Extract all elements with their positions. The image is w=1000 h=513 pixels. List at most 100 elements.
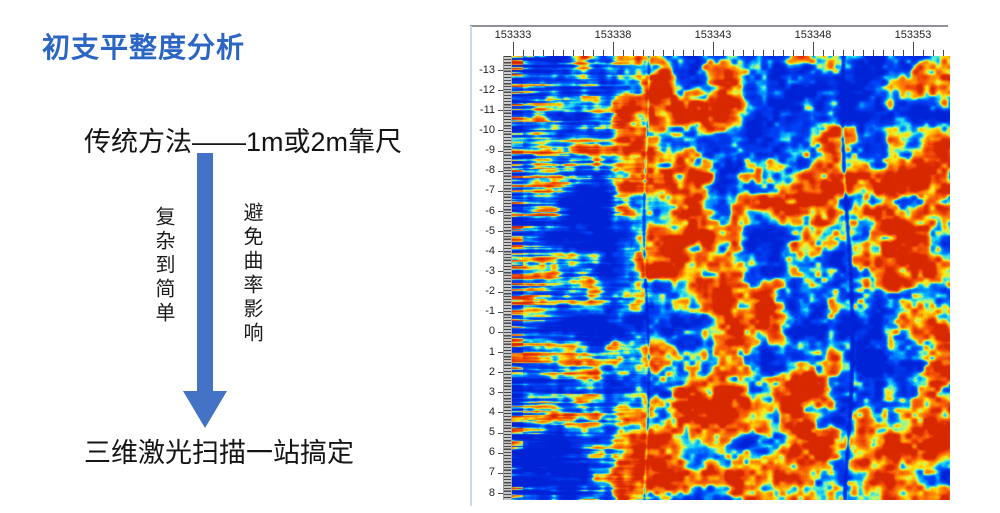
y-tick-label: 2	[488, 365, 495, 378]
y-tick-label: 4	[488, 405, 495, 418]
y-tick	[498, 331, 505, 333]
x-tick-minor	[783, 50, 784, 56]
y-tick	[498, 271, 505, 273]
x-tick-minor	[743, 50, 744, 56]
x-tick-minor	[843, 50, 844, 56]
y-tick-label: -4	[485, 244, 495, 257]
x-tick-minor	[723, 50, 724, 56]
x-tick-minor	[923, 50, 924, 56]
x-tick-minor	[693, 50, 694, 56]
x-tick-minor	[773, 50, 774, 56]
x-tick-minor	[633, 50, 634, 56]
y-tick-label: -9	[485, 144, 495, 157]
x-tick-minor	[703, 50, 704, 56]
y-tick	[498, 231, 505, 233]
heatmap-canvas	[512, 56, 950, 500]
y-tick	[498, 311, 505, 313]
y-tick	[498, 130, 505, 132]
x-tick-minor	[593, 50, 594, 56]
x-tick-minor	[883, 50, 884, 56]
x-tick-minor	[553, 50, 554, 56]
x-tick-minor	[673, 50, 674, 56]
y-tick-label: 1	[488, 345, 495, 358]
y-tick-label: -8	[485, 164, 495, 177]
y-tick	[498, 90, 505, 92]
y-tick	[498, 150, 505, 152]
x-tick-label: 153333	[494, 29, 532, 41]
x-tick-major	[513, 42, 514, 56]
x-tick-minor	[543, 50, 544, 56]
y-tick-label: 8	[488, 486, 495, 499]
x-tick-minor	[793, 50, 794, 56]
y-tick-label: -12	[479, 83, 495, 96]
y-tick-label: -11	[479, 103, 495, 116]
traditional-method-text: 传统方法——1m或2m靠尺	[84, 127, 403, 157]
x-tick-label: 153338	[594, 29, 632, 41]
y-tick-label: -6	[485, 204, 495, 217]
x-tick-minor	[533, 50, 534, 56]
x-tick-minor	[663, 50, 664, 56]
y-tick-label: -13	[479, 63, 495, 76]
y-tick-label: 6	[488, 446, 495, 459]
x-tick-major	[713, 42, 714, 56]
y-tick	[498, 251, 505, 253]
ruler-strip	[503, 56, 512, 500]
x-tick-minor	[893, 50, 894, 56]
x-tick-minor	[683, 50, 684, 56]
x-tick-minor	[653, 50, 654, 56]
y-tick	[498, 372, 505, 374]
panel-left-border	[470, 26, 472, 506]
y-tick	[498, 190, 505, 192]
x-tick-minor	[623, 50, 624, 56]
flatness-heatmap-panel: 153333 153338 153343 153348 153353 -13 -12 -11…	[470, 25, 1000, 513]
panel-top-border	[470, 25, 948, 27]
x-tick-minor	[603, 50, 604, 56]
y-tick	[498, 472, 505, 474]
x-tick-minor	[873, 50, 874, 56]
y-tick-label: 7	[488, 466, 495, 479]
y-tick-label: -2	[485, 285, 495, 298]
y-tick	[498, 452, 505, 454]
slide-title: 初支平整度分析	[42, 32, 246, 63]
x-tick-minor	[563, 50, 564, 56]
y-tick-label: 0	[488, 325, 495, 338]
x-tick-minor	[933, 50, 934, 56]
x-tick-minor	[853, 50, 854, 56]
x-tick-minor	[733, 50, 734, 56]
y-tick-label: -5	[485, 224, 495, 237]
x-tick-minor	[833, 50, 834, 56]
y-tick	[498, 70, 505, 71]
down-arrow-shape	[183, 153, 227, 428]
y-tick	[498, 352, 505, 353]
arrow-left-label: 复杂到简单	[152, 206, 174, 326]
x-tick-minor	[753, 50, 754, 56]
y-tick	[498, 110, 505, 112]
down-arrow	[183, 153, 227, 428]
y-tick-label: -7	[485, 184, 495, 197]
x-tick-major	[613, 42, 614, 56]
y-tick-label: 3	[488, 385, 495, 398]
y-tick-label: -3	[485, 264, 495, 277]
y-tick-label: -1	[485, 305, 495, 318]
x-tick-minor	[823, 50, 824, 56]
y-tick	[498, 170, 505, 172]
x-tick-label: 153353	[894, 29, 932, 41]
x-tick-label: 153343	[694, 29, 732, 41]
x-tick-minor	[583, 50, 584, 56]
x-tick-minor	[803, 50, 804, 56]
y-tick	[498, 291, 505, 293]
x-tick-minor	[863, 50, 864, 56]
x-tick-minor	[523, 50, 524, 56]
arrow-right-label: 避免曲率影响	[240, 202, 262, 346]
x-tick-major	[913, 42, 914, 56]
y-tick	[498, 392, 505, 394]
y-tick	[498, 493, 505, 494]
x-tick-major	[813, 42, 814, 56]
y-tick-label: 5	[488, 426, 495, 439]
x-tick-label: 153348	[794, 29, 832, 41]
y-tick	[498, 412, 505, 414]
y-tick	[498, 432, 505, 434]
y-tick-label: -10	[479, 123, 495, 136]
x-tick-minor	[943, 50, 944, 56]
